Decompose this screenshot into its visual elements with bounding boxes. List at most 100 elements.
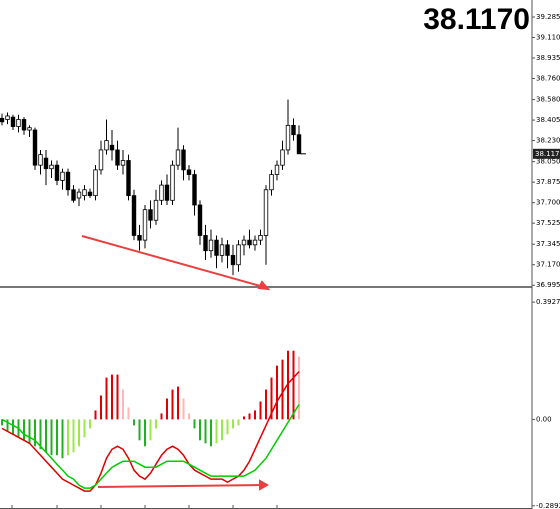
candle-body — [247, 239, 252, 246]
candle-body — [164, 184, 170, 201]
histogram-bar — [34, 419, 36, 447]
candle-body — [274, 164, 280, 175]
candle-body — [115, 149, 120, 166]
histogram-bar — [122, 389, 124, 420]
histogram-bar — [237, 419, 240, 426]
candle-body — [10, 116, 16, 127]
histogram-bar — [39, 419, 42, 450]
histogram-bar — [270, 377, 273, 420]
candle-body — [208, 239, 214, 252]
y-tick-label: 0.00 — [536, 415, 552, 423]
candle-body — [241, 239, 247, 246]
candle-body — [82, 189, 87, 197]
candle-body — [32, 129, 38, 166]
y-tick-label: 37.700 — [536, 199, 560, 207]
candle-body — [65, 171, 71, 191]
y-tick-label: 37.875 — [536, 178, 560, 186]
candle-body — [16, 119, 21, 127]
y-tick-label: 38.050 — [536, 158, 560, 166]
candle-body — [109, 144, 115, 151]
histogram-bar — [111, 374, 113, 420]
last-price-box — [533, 148, 560, 159]
histogram-bar — [28, 419, 31, 444]
histogram-bar — [83, 419, 86, 438]
candle-body — [159, 184, 164, 201]
histogram-bar — [12, 419, 14, 435]
candle-body — [192, 174, 197, 206]
histogram-bar — [61, 419, 64, 459]
candle-body — [280, 149, 285, 166]
candle-body — [170, 164, 175, 201]
candle-body — [203, 235, 208, 252]
y-tick-label: 38.580 — [536, 96, 560, 104]
candle-body — [98, 149, 104, 171]
histogram-bar — [215, 419, 218, 444]
candle-body — [148, 209, 153, 221]
histogram-bar — [45, 419, 47, 453]
candle-body — [27, 127, 32, 131]
histogram-bar — [89, 419, 91, 429]
histogram-bar — [298, 356, 300, 420]
price-divergence-line — [81, 235, 265, 288]
histogram-bar — [210, 419, 212, 447]
candle-body — [126, 160, 131, 197]
candle-body — [43, 157, 49, 170]
candle-body — [153, 199, 159, 221]
y-tick-label: 37.525 — [536, 219, 560, 227]
histogram-bar — [281, 359, 284, 420]
candle-body — [49, 164, 54, 170]
histogram-bar — [248, 413, 251, 420]
candle-body — [120, 160, 126, 166]
histogram-bar — [100, 395, 102, 420]
candle-body — [175, 149, 181, 166]
histogram-bar — [94, 410, 97, 420]
candle-body — [197, 204, 203, 236]
candle-body — [285, 124, 291, 151]
histogram-bar — [6, 419, 9, 432]
histogram-bar — [287, 350, 289, 420]
histogram-bar — [177, 386, 179, 420]
histogram-bar — [226, 419, 229, 435]
candle-body — [87, 191, 93, 197]
histogram-bar — [133, 419, 135, 426]
candle-body — [296, 134, 302, 155]
histogram-bar — [221, 419, 223, 441]
histogram-bar — [254, 410, 256, 420]
candle-body — [225, 244, 230, 256]
marks: 39.285 39.110 38.935 38.760 38.580 38.405 38.2… — [0, 13, 560, 509]
candle-body — [76, 191, 82, 199]
y-tick-label: 38.935 — [536, 54, 560, 62]
candle-body — [181, 149, 186, 171]
candle-body — [269, 174, 274, 191]
candle-body — [214, 239, 219, 256]
histogram-bar — [105, 377, 108, 420]
candle-body — [21, 119, 27, 131]
candle-body — [252, 239, 258, 246]
y-tick-label: 36.995 — [536, 281, 560, 289]
histogram-bar — [56, 419, 58, 456]
y-tick-label: 37.170 — [536, 261, 560, 269]
histogram-bar — [292, 350, 295, 420]
histogram-bar — [149, 419, 152, 441]
last-price-label: 38.117 — [535, 150, 560, 158]
y-tick-label: -0.28923 — [536, 502, 560, 509]
candle-body — [236, 244, 241, 266]
histogram-bar — [67, 419, 69, 456]
candle-body — [71, 189, 76, 201]
candle-body — [54, 164, 60, 181]
time-ticks — [11, 505, 278, 509]
y-tick-label: 39.285 — [536, 13, 560, 21]
candle-body — [230, 254, 236, 266]
histogram-bar — [171, 389, 174, 420]
indicator-line — [1, 371, 300, 492]
price-title: 38.1170 — [423, 3, 530, 36]
candle-body — [258, 235, 263, 241]
histogram-bar — [232, 419, 234, 429]
candle-body — [142, 209, 148, 241]
divergence-arrows — [81, 235, 271, 491]
candle-body — [93, 169, 98, 197]
histogram-bar — [188, 413, 190, 420]
